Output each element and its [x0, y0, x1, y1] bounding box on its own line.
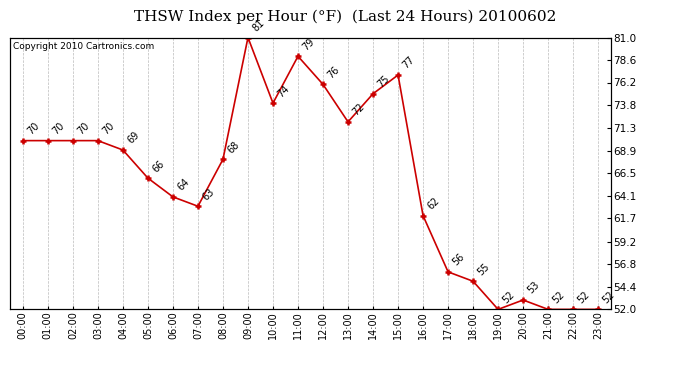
Text: 52: 52 [551, 289, 566, 305]
Text: 69: 69 [126, 130, 141, 146]
Text: 70: 70 [26, 121, 41, 136]
Text: 66: 66 [150, 158, 166, 174]
Text: 62: 62 [426, 196, 442, 211]
Text: 70: 70 [101, 121, 117, 136]
Text: 52: 52 [601, 289, 617, 305]
Text: 79: 79 [301, 36, 317, 52]
Text: 70: 70 [76, 121, 92, 136]
Text: 63: 63 [201, 186, 217, 202]
Text: 72: 72 [351, 102, 366, 118]
Text: 77: 77 [401, 55, 417, 71]
Text: 53: 53 [526, 280, 542, 296]
Text: 52: 52 [501, 289, 517, 305]
Text: 70: 70 [50, 121, 66, 136]
Text: THSW Index per Hour (°F)  (Last 24 Hours) 20100602: THSW Index per Hour (°F) (Last 24 Hours)… [134, 9, 556, 24]
Text: 76: 76 [326, 64, 342, 80]
Text: 74: 74 [276, 83, 292, 99]
Text: Copyright 2010 Cartronics.com: Copyright 2010 Cartronics.com [13, 42, 155, 51]
Text: 75: 75 [376, 74, 392, 90]
Text: 52: 52 [576, 289, 592, 305]
Text: 56: 56 [451, 252, 466, 268]
Text: 64: 64 [176, 177, 191, 193]
Text: 68: 68 [226, 140, 241, 155]
Text: 81: 81 [250, 18, 266, 33]
Text: 55: 55 [476, 261, 492, 277]
